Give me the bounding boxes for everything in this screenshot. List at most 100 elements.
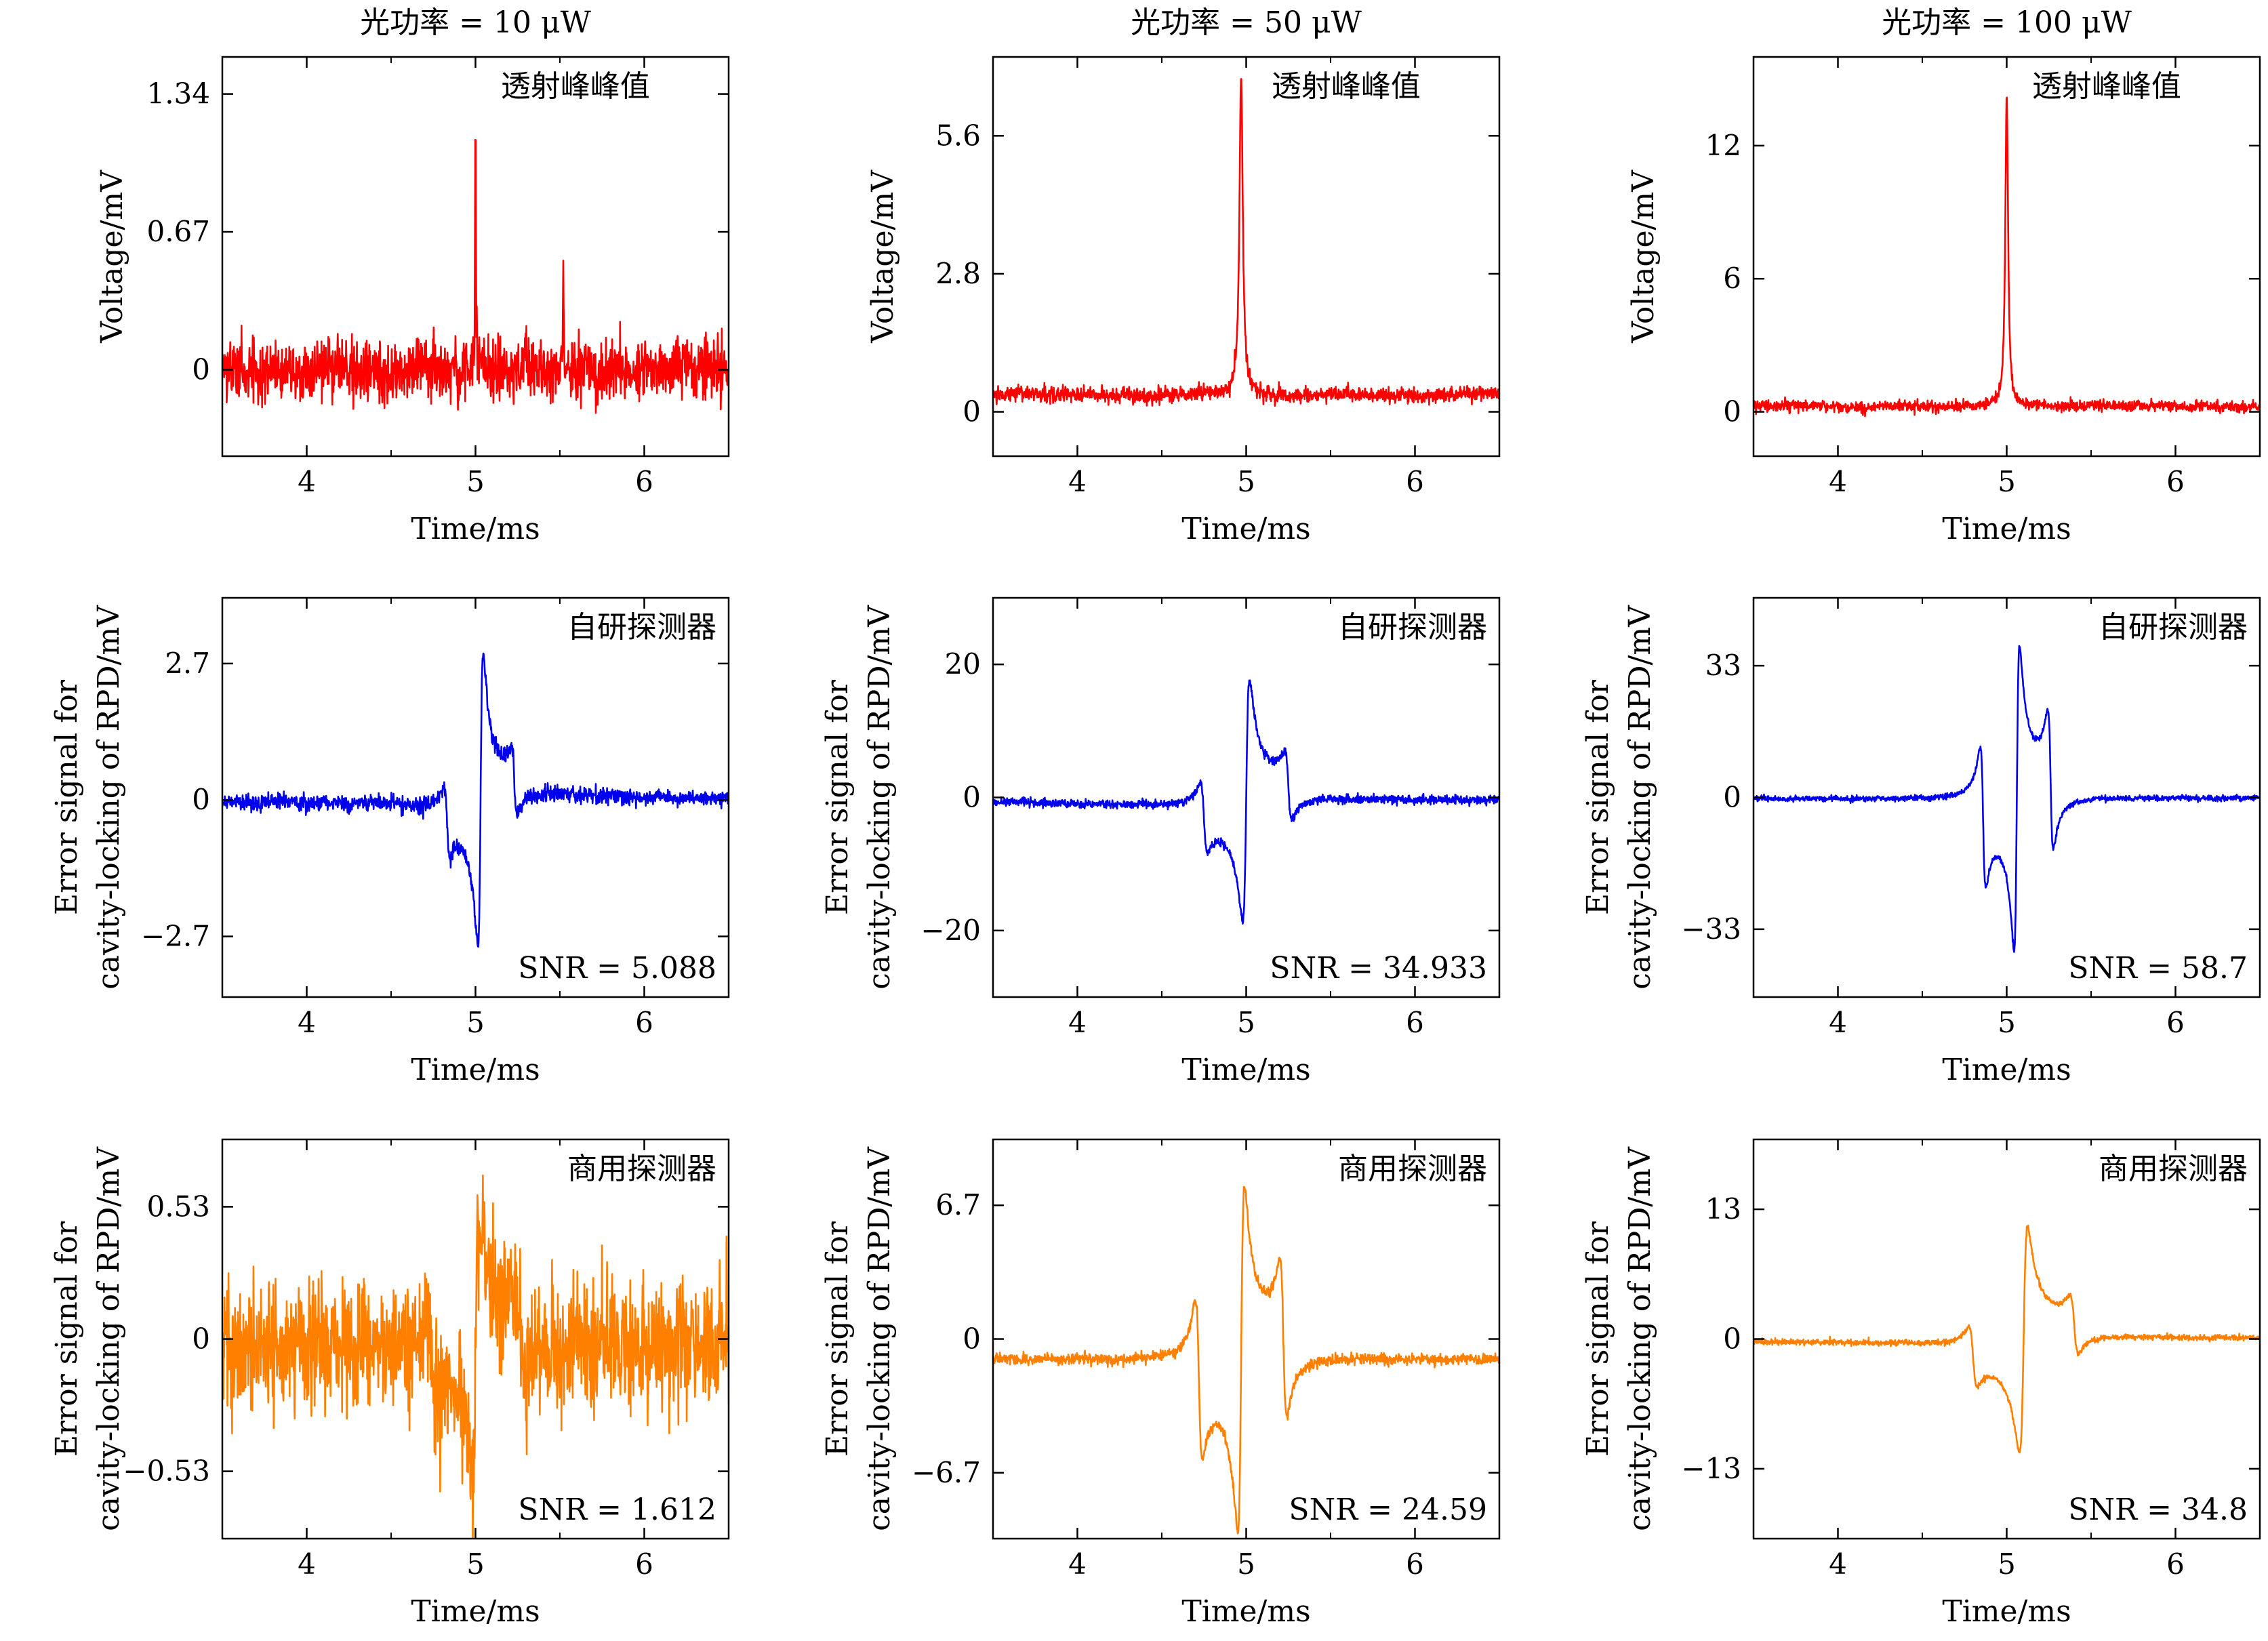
x-axis-title: Time/ms <box>1942 512 2071 546</box>
column-title: 光功率 = 10 μW <box>360 5 591 40</box>
x-tick-label: 5 <box>466 1006 485 1039</box>
snr-label: SNR = 24.59 <box>1289 1493 1487 1527</box>
x-axis-title: Time/ms <box>1942 1053 2071 1087</box>
y-axis-title: Error signal for <box>820 679 855 915</box>
x-tick-label: 5 <box>1237 1006 1255 1039</box>
x-axis-title: Time/ms <box>411 1053 540 1087</box>
y-axis-title: Error signal for <box>49 679 84 915</box>
y-tick-label: 5.6 <box>935 119 981 152</box>
x-tick-label: 4 <box>1068 1006 1087 1039</box>
series-line <box>222 138 729 414</box>
x-tick-label: 6 <box>635 1006 653 1039</box>
series-line <box>1754 96 2260 418</box>
series-line <box>993 78 1499 407</box>
x-tick-label: 4 <box>1829 1006 1847 1039</box>
y-tick-label: −13 <box>1681 1452 1741 1485</box>
panels: 4 5 6 0 0.67 1.34 Time/ms Voltage/mV 透射峰峰值 4 5 6 0 2.… <box>49 56 2261 1629</box>
x-tick-label: 6 <box>2166 1547 2185 1581</box>
x-tick-label: 5 <box>1998 1547 2016 1581</box>
y-tick-label: 0 <box>963 395 981 428</box>
chart-panel: 4 5 6 −13 0 13 Time/ms Error signal for cavity-l… <box>1581 1138 2261 1629</box>
y-axis-title: cavity-locking of RPD/mV <box>862 1146 897 1531</box>
y-tick-label: 13 <box>1705 1192 1741 1225</box>
series-line <box>222 652 729 948</box>
x-tick-label: 6 <box>1406 1547 1424 1581</box>
x-axis-title: Time/ms <box>1181 512 1310 546</box>
chart-panel: 4 5 6 −33 0 33 Time/ms Error signal for cavity-l… <box>1581 596 2261 1087</box>
chart-panel: 4 5 6 −2.7 0 2.7 Time/ms Error signal for cavity… <box>49 596 730 1087</box>
panel-annotation: 商用探测器 <box>1338 1152 1487 1186</box>
y-tick-label: 0 <box>1723 1322 1741 1356</box>
x-axis-title: Time/ms <box>1942 1594 2071 1629</box>
x-tick-label: 4 <box>1829 1547 1847 1581</box>
panel-annotation: 商用探测器 <box>2099 1152 2248 1186</box>
y-tick-label: −2.7 <box>141 920 210 953</box>
y-tick-label: 0 <box>192 1322 210 1356</box>
y-tick-label: −20 <box>920 914 981 947</box>
y-tick-label: 0 <box>192 352 210 386</box>
x-axis-title: Time/ms <box>1181 1594 1310 1629</box>
x-tick-label: 6 <box>1406 465 1424 498</box>
y-axis-title: cavity-locking of RPD/mV <box>1623 605 1657 990</box>
y-tick-label: −33 <box>1681 912 1741 946</box>
chart-panel: 4 5 6 0 6 12 Time/ms Voltage/mV 透射峰峰值 <box>1626 56 2261 546</box>
y-axis-title: Voltage/mV <box>95 169 129 344</box>
series-line <box>222 1174 729 1539</box>
y-tick-label: 33 <box>1705 649 1741 682</box>
y-axis-title: cavity-locking of RPD/mV <box>1623 1146 1657 1531</box>
x-tick-label: 5 <box>1998 1006 2016 1039</box>
y-tick-label: 12 <box>1705 129 1741 162</box>
y-tick-label: −0.53 <box>123 1455 210 1488</box>
x-tick-label: 4 <box>1068 1547 1087 1581</box>
column-titles: 光功率 = 10 μW 光功率 = 50 μW 光功率 = 100 μW <box>360 5 2132 40</box>
series-line <box>1754 645 2260 953</box>
chart-panel: 4 5 6 0 0.67 1.34 Time/ms Voltage/mV 透射峰峰值 <box>95 56 730 546</box>
panel-annotation: 自研探测器 <box>2099 610 2248 645</box>
y-tick-label: 2.7 <box>165 647 210 680</box>
snr-label: SNR = 34.8 <box>2068 1493 2248 1527</box>
x-tick-label: 4 <box>1829 465 1847 498</box>
x-tick-label: 5 <box>466 465 485 498</box>
y-tick-label: 0.67 <box>146 215 210 248</box>
x-tick-label: 5 <box>1998 465 2016 498</box>
x-tick-label: 5 <box>466 1547 485 1581</box>
panel-annotation: 透射峰峰值 <box>2032 69 2181 104</box>
column-title: 光功率 = 50 μW <box>1131 5 1362 40</box>
y-axis-title: cavity-locking of RPD/mV <box>92 605 126 990</box>
y-tick-label: 1.34 <box>146 77 210 110</box>
y-tick-label: 6.7 <box>935 1188 981 1221</box>
y-tick-label: 0 <box>192 783 210 816</box>
y-tick-label: 0 <box>1723 395 1741 428</box>
x-axis-title: Time/ms <box>411 1594 540 1629</box>
y-axis-title: cavity-locking of RPD/mV <box>862 605 897 990</box>
y-tick-label: 6 <box>1723 262 1741 295</box>
snr-label: SNR = 34.933 <box>1270 951 1487 986</box>
snr-label: SNR = 5.088 <box>518 951 716 986</box>
snr-label: SNR = 58.7 <box>2068 951 2248 986</box>
x-axis-title: Time/ms <box>411 512 540 546</box>
x-tick-label: 6 <box>635 465 653 498</box>
y-tick-label: 2.8 <box>935 257 981 290</box>
y-tick-label: 0.53 <box>146 1190 210 1223</box>
chart-panel: 4 5 6 −20 0 20 Time/ms Error signal for cavity-l… <box>820 596 1501 1087</box>
chart-panel: 4 5 6 0 2.8 5.6 Time/ms Voltage/mV 透射峰峰值 <box>866 56 1501 546</box>
y-axis-title: cavity-locking of RPD/mV <box>92 1146 126 1531</box>
panel-annotation: 自研探测器 <box>1338 610 1487 645</box>
x-tick-label: 4 <box>298 465 316 498</box>
snr-label: SNR = 1.612 <box>518 1493 716 1527</box>
panel-annotation: 透射峰峰值 <box>1272 69 1421 104</box>
x-tick-label: 6 <box>2166 465 2185 498</box>
panel-annotation: 商用探测器 <box>567 1152 716 1186</box>
y-axis-title: Error signal for <box>1581 679 1615 915</box>
x-tick-label: 6 <box>2166 1006 2185 1039</box>
x-tick-label: 5 <box>1237 1547 1255 1581</box>
y-tick-label: 0 <box>1723 781 1741 814</box>
series-line <box>993 1186 1499 1535</box>
y-axis-title: Error signal for <box>1581 1221 1615 1457</box>
chart-panel: 4 5 6 −0.53 0 0.53 Time/ms Error signal for cavi… <box>49 1138 730 1629</box>
y-axis-title: Error signal for <box>820 1221 855 1457</box>
x-tick-label: 6 <box>1406 1006 1424 1039</box>
chart-panel: 4 5 6 −6.7 0 6.7 Time/ms Error signal for cavity… <box>820 1138 1501 1629</box>
x-tick-label: 5 <box>1237 465 1255 498</box>
